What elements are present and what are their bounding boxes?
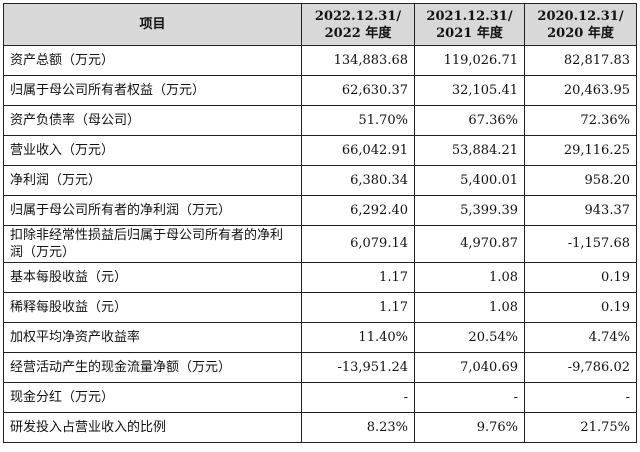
- row-label: 资产负债率（母公司）: [3, 105, 302, 136]
- cell-2020: -9,786.02: [524, 352, 637, 383]
- cell-2022: 62,630.37: [301, 75, 415, 106]
- header-2021: 2021.12.31/2021 年度: [414, 3, 525, 46]
- cell-2021: 5,399.39: [414, 195, 525, 226]
- cell-2020: 958.20: [524, 165, 637, 196]
- cell-2021: -: [414, 382, 525, 413]
- row-label: 资产总额（万元）: [3, 45, 302, 76]
- header-item: 项目: [3, 3, 302, 46]
- cell-2022: -13,951.24: [301, 352, 415, 383]
- cell-2020: 943.37: [524, 195, 637, 226]
- table-header-row: 项目 2022.12.31/2022 年度 2021.12.31/2021 年度…: [3, 3, 637, 46]
- table-row: 资产负债率（母公司） 51.70% 67.36% 72.36%: [3, 105, 637, 136]
- cell-2022: 1.17: [301, 292, 415, 323]
- table-row: 研发投入占营业收入的比例 8.23% 9.76% 21.75%: [3, 412, 637, 443]
- cell-2021: 4,970.87: [414, 225, 525, 263]
- row-label: 归属于母公司所有者的净利润（万元）: [3, 195, 302, 226]
- cell-2022: 11.40%: [301, 322, 415, 353]
- cell-2022: 51.70%: [301, 105, 415, 136]
- cell-2020: 29,116.25: [524, 135, 637, 166]
- header-2020: 2020.12.31/2020 年度: [524, 3, 637, 46]
- table-row: 资产总额（万元） 134,883.68 119,026.71 82,817.83: [3, 45, 637, 76]
- cell-2020: 0.19: [524, 262, 637, 293]
- row-label: 经营活动产生的现金流量净额（万元）: [3, 352, 302, 383]
- cell-2022: 1.17: [301, 262, 415, 293]
- cell-2021: 67.36%: [414, 105, 525, 136]
- cell-2021: 9.76%: [414, 412, 525, 443]
- row-label: 营业收入（万元）: [3, 135, 302, 166]
- table-row: 归属于母公司所有者的净利润（万元） 6,292.40 5,399.39 943.…: [3, 195, 637, 226]
- table-row: 基本每股收益（元） 1.17 1.08 0.19: [3, 262, 637, 293]
- table-row: 现金分红（万元） - - -: [3, 382, 637, 413]
- cell-2021: 32,105.41: [414, 75, 525, 106]
- table-row: 扣除非经常性损益后归属于母公司所有者的净利润（万元） 6,079.14 4,97…: [3, 225, 637, 263]
- cell-2021: 1.08: [414, 292, 525, 323]
- cell-2021: 53,884.21: [414, 135, 525, 166]
- financial-table-container: 项目 2022.12.31/2022 年度 2021.12.31/2021 年度…: [3, 3, 637, 443]
- cell-2022: 8.23%: [301, 412, 415, 443]
- row-label: 基本每股收益（元）: [3, 262, 302, 293]
- row-label: 稀释每股收益（元）: [3, 292, 302, 323]
- cell-2021: 119,026.71: [414, 45, 525, 76]
- cell-2020: 0.19: [524, 292, 637, 323]
- header-2022: 2022.12.31/2022 年度: [301, 3, 415, 46]
- table-row: 营业收入（万元） 66,042.91 53,884.21 29,116.25: [3, 135, 637, 166]
- table-row: 经营活动产生的现金流量净额（万元） -13,951.24 7,040.69 -9…: [3, 352, 637, 383]
- cell-2022: 6,380.34: [301, 165, 415, 196]
- table-row: 归属于母公司所有者权益（万元） 62,630.37 32,105.41 20,4…: [3, 75, 637, 106]
- cell-2021: 1.08: [414, 262, 525, 293]
- cell-2020: 72.36%: [524, 105, 637, 136]
- table-row: 加权平均净资产收益率 11.40% 20.54% 4.74%: [3, 322, 637, 353]
- cell-2021: 20.54%: [414, 322, 525, 353]
- cell-2020: 82,817.83: [524, 45, 637, 76]
- row-label: 归属于母公司所有者权益（万元）: [3, 75, 302, 106]
- cell-2022: -: [301, 382, 415, 413]
- table-row: 稀释每股收益（元） 1.17 1.08 0.19: [3, 292, 637, 323]
- row-label: 扣除非经常性损益后归属于母公司所有者的净利润（万元）: [3, 225, 302, 263]
- cell-2020: 21.75%: [524, 412, 637, 443]
- row-label: 研发投入占营业收入的比例: [3, 412, 302, 443]
- cell-2021: 7,040.69: [414, 352, 525, 383]
- row-label: 加权平均净资产收益率: [3, 322, 302, 353]
- cell-2022: 66,042.91: [301, 135, 415, 166]
- cell-2020: 20,463.95: [524, 75, 637, 106]
- row-label: 现金分红（万元）: [3, 382, 302, 413]
- cell-2022: 6,079.14: [301, 225, 415, 263]
- cell-2020: 4.74%: [524, 322, 637, 353]
- cell-2020: -: [524, 382, 637, 413]
- cell-2022: 134,883.68: [301, 45, 415, 76]
- financial-data-table: 项目 2022.12.31/2022 年度 2021.12.31/2021 年度…: [3, 3, 637, 443]
- table-row: 净利润（万元） 6,380.34 5,400.01 958.20: [3, 165, 637, 196]
- cell-2020: -1,157.68: [524, 225, 637, 263]
- cell-2021: 5,400.01: [414, 165, 525, 196]
- cell-2022: 6,292.40: [301, 195, 415, 226]
- row-label: 净利润（万元）: [3, 165, 302, 196]
